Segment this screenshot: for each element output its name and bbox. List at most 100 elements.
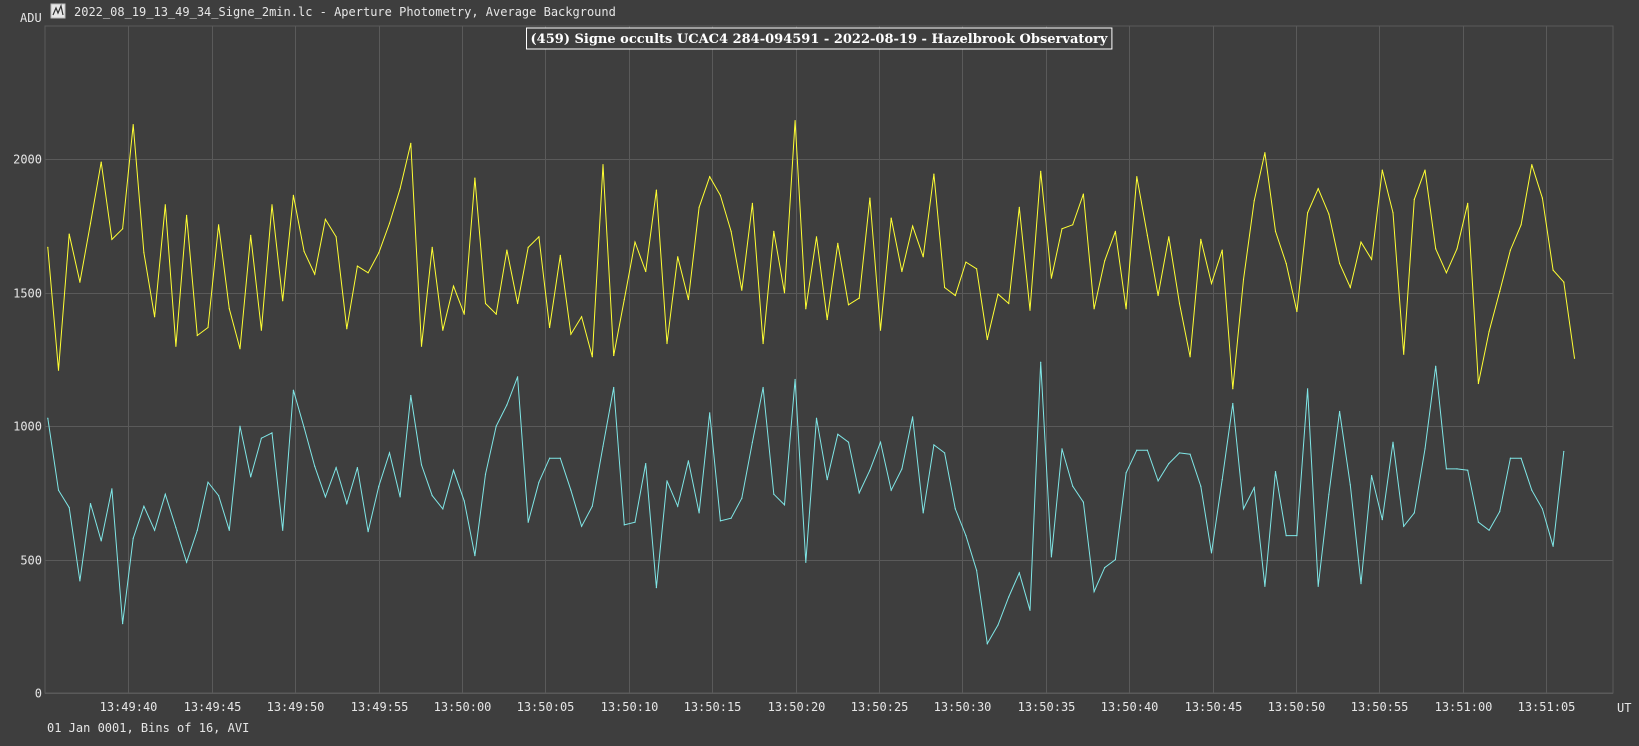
x-tick-label: 13:51:05 xyxy=(1518,700,1576,714)
data-point xyxy=(1242,508,1245,510)
data-point xyxy=(944,452,946,454)
data-point xyxy=(356,467,358,469)
data-point xyxy=(324,218,326,220)
data-point xyxy=(1210,282,1213,285)
data-point xyxy=(1168,463,1170,465)
data-point xyxy=(207,326,209,329)
data-point xyxy=(346,328,348,330)
data-point xyxy=(1093,308,1095,310)
data-point xyxy=(207,481,209,483)
data-point xyxy=(282,529,284,531)
data-point xyxy=(922,256,924,258)
data-point xyxy=(420,464,423,466)
data-point xyxy=(570,489,572,491)
data-point xyxy=(1509,457,1511,459)
data-point xyxy=(773,493,775,495)
data-point xyxy=(143,252,145,254)
data-point xyxy=(57,369,60,371)
data-point xyxy=(730,230,732,232)
data-point xyxy=(1168,236,1170,238)
data-point xyxy=(1285,535,1287,537)
data-point xyxy=(1467,469,1469,471)
data-point xyxy=(1339,262,1341,265)
x-tick-label: 13:50:05 xyxy=(517,700,575,714)
y-axis-label: ADU xyxy=(20,11,42,25)
data-point xyxy=(1499,290,1501,293)
data-point xyxy=(783,292,786,294)
data-point xyxy=(623,524,625,526)
window-icon xyxy=(50,3,66,19)
data-point xyxy=(1072,485,1074,487)
data-point xyxy=(1488,330,1490,333)
data-point xyxy=(303,250,305,252)
series-line-0 xyxy=(47,120,1575,389)
data-point xyxy=(837,242,839,244)
y-tick-label: 1500 xyxy=(13,287,42,301)
data-point xyxy=(890,489,892,491)
data-point xyxy=(1371,475,1373,477)
data-point xyxy=(1381,519,1383,521)
data-point xyxy=(228,529,230,531)
data-point xyxy=(613,354,615,357)
data-point xyxy=(698,512,700,514)
data-point xyxy=(324,496,326,498)
data-point xyxy=(1093,591,1095,593)
data-point xyxy=(1424,448,1426,450)
x-tick-label: 13:50:25 xyxy=(851,700,909,714)
data-point xyxy=(1477,521,1479,523)
data-point xyxy=(677,256,679,258)
data-point xyxy=(164,204,166,206)
data-point xyxy=(826,318,828,321)
data-point xyxy=(719,520,722,522)
data-point xyxy=(976,268,978,270)
data-point xyxy=(111,488,113,490)
data-point xyxy=(1456,468,1458,470)
data-point xyxy=(452,469,455,471)
data-point xyxy=(1509,249,1511,251)
y-tick-label: 1000 xyxy=(13,420,42,434)
series-0 xyxy=(47,120,1576,390)
data-point xyxy=(1040,361,1042,363)
data-point xyxy=(1008,596,1010,598)
data-point xyxy=(175,527,177,529)
data-point xyxy=(1008,302,1010,305)
data-point xyxy=(1200,485,1202,487)
data-point xyxy=(1563,281,1565,283)
footer-info: 01 Jan 0001, Bins of 16, AVI xyxy=(47,721,249,735)
data-point xyxy=(773,230,775,232)
data-point xyxy=(1061,228,1063,230)
data-point xyxy=(186,561,188,563)
data-point xyxy=(986,338,988,341)
data-point xyxy=(495,313,497,315)
data-point xyxy=(1221,479,1223,481)
data-point xyxy=(154,316,156,318)
data-point xyxy=(1413,512,1415,514)
data-point xyxy=(1253,200,1255,202)
data-point xyxy=(762,342,764,345)
data-point xyxy=(1136,449,1138,451)
data-point xyxy=(1146,234,1148,236)
data-point xyxy=(954,294,956,297)
data-point xyxy=(570,333,572,335)
data-point xyxy=(356,265,358,267)
x-tick-label: 13:50:30 xyxy=(934,700,992,714)
data-point xyxy=(303,426,305,429)
data-point xyxy=(1573,357,1576,359)
data-point xyxy=(122,228,124,230)
data-point xyxy=(1029,309,1031,311)
data-point xyxy=(1232,402,1234,405)
data-point xyxy=(1082,193,1084,195)
data-point xyxy=(997,624,999,626)
data-point xyxy=(1114,230,1116,232)
data-point xyxy=(666,480,668,482)
data-point xyxy=(1435,248,1437,250)
data-point xyxy=(463,313,465,315)
data-point xyxy=(549,326,551,329)
data-point xyxy=(1050,277,1052,279)
data-point xyxy=(1317,188,1319,190)
series-layer xyxy=(47,120,1576,646)
chart-title: (459) Signe occults UCAC4 284-094591 - 2… xyxy=(531,32,1108,47)
data-point xyxy=(89,222,92,224)
data-point xyxy=(1210,552,1213,554)
